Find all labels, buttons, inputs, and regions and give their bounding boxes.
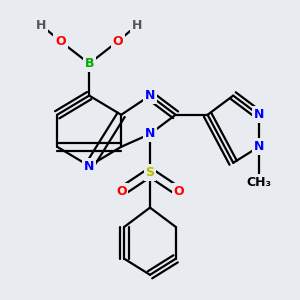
Text: O: O bbox=[113, 35, 123, 48]
Text: H: H bbox=[36, 19, 46, 32]
Text: CH₃: CH₃ bbox=[246, 176, 271, 188]
Text: O: O bbox=[55, 35, 66, 48]
Text: N: N bbox=[254, 108, 264, 121]
Text: N: N bbox=[254, 140, 264, 153]
Text: O: O bbox=[116, 185, 127, 198]
Text: B: B bbox=[84, 57, 94, 70]
Text: N: N bbox=[145, 89, 155, 102]
Text: H: H bbox=[132, 19, 142, 32]
Text: S: S bbox=[146, 166, 154, 179]
Text: N: N bbox=[145, 128, 155, 140]
Text: N: N bbox=[84, 160, 94, 172]
Text: O: O bbox=[173, 185, 184, 198]
